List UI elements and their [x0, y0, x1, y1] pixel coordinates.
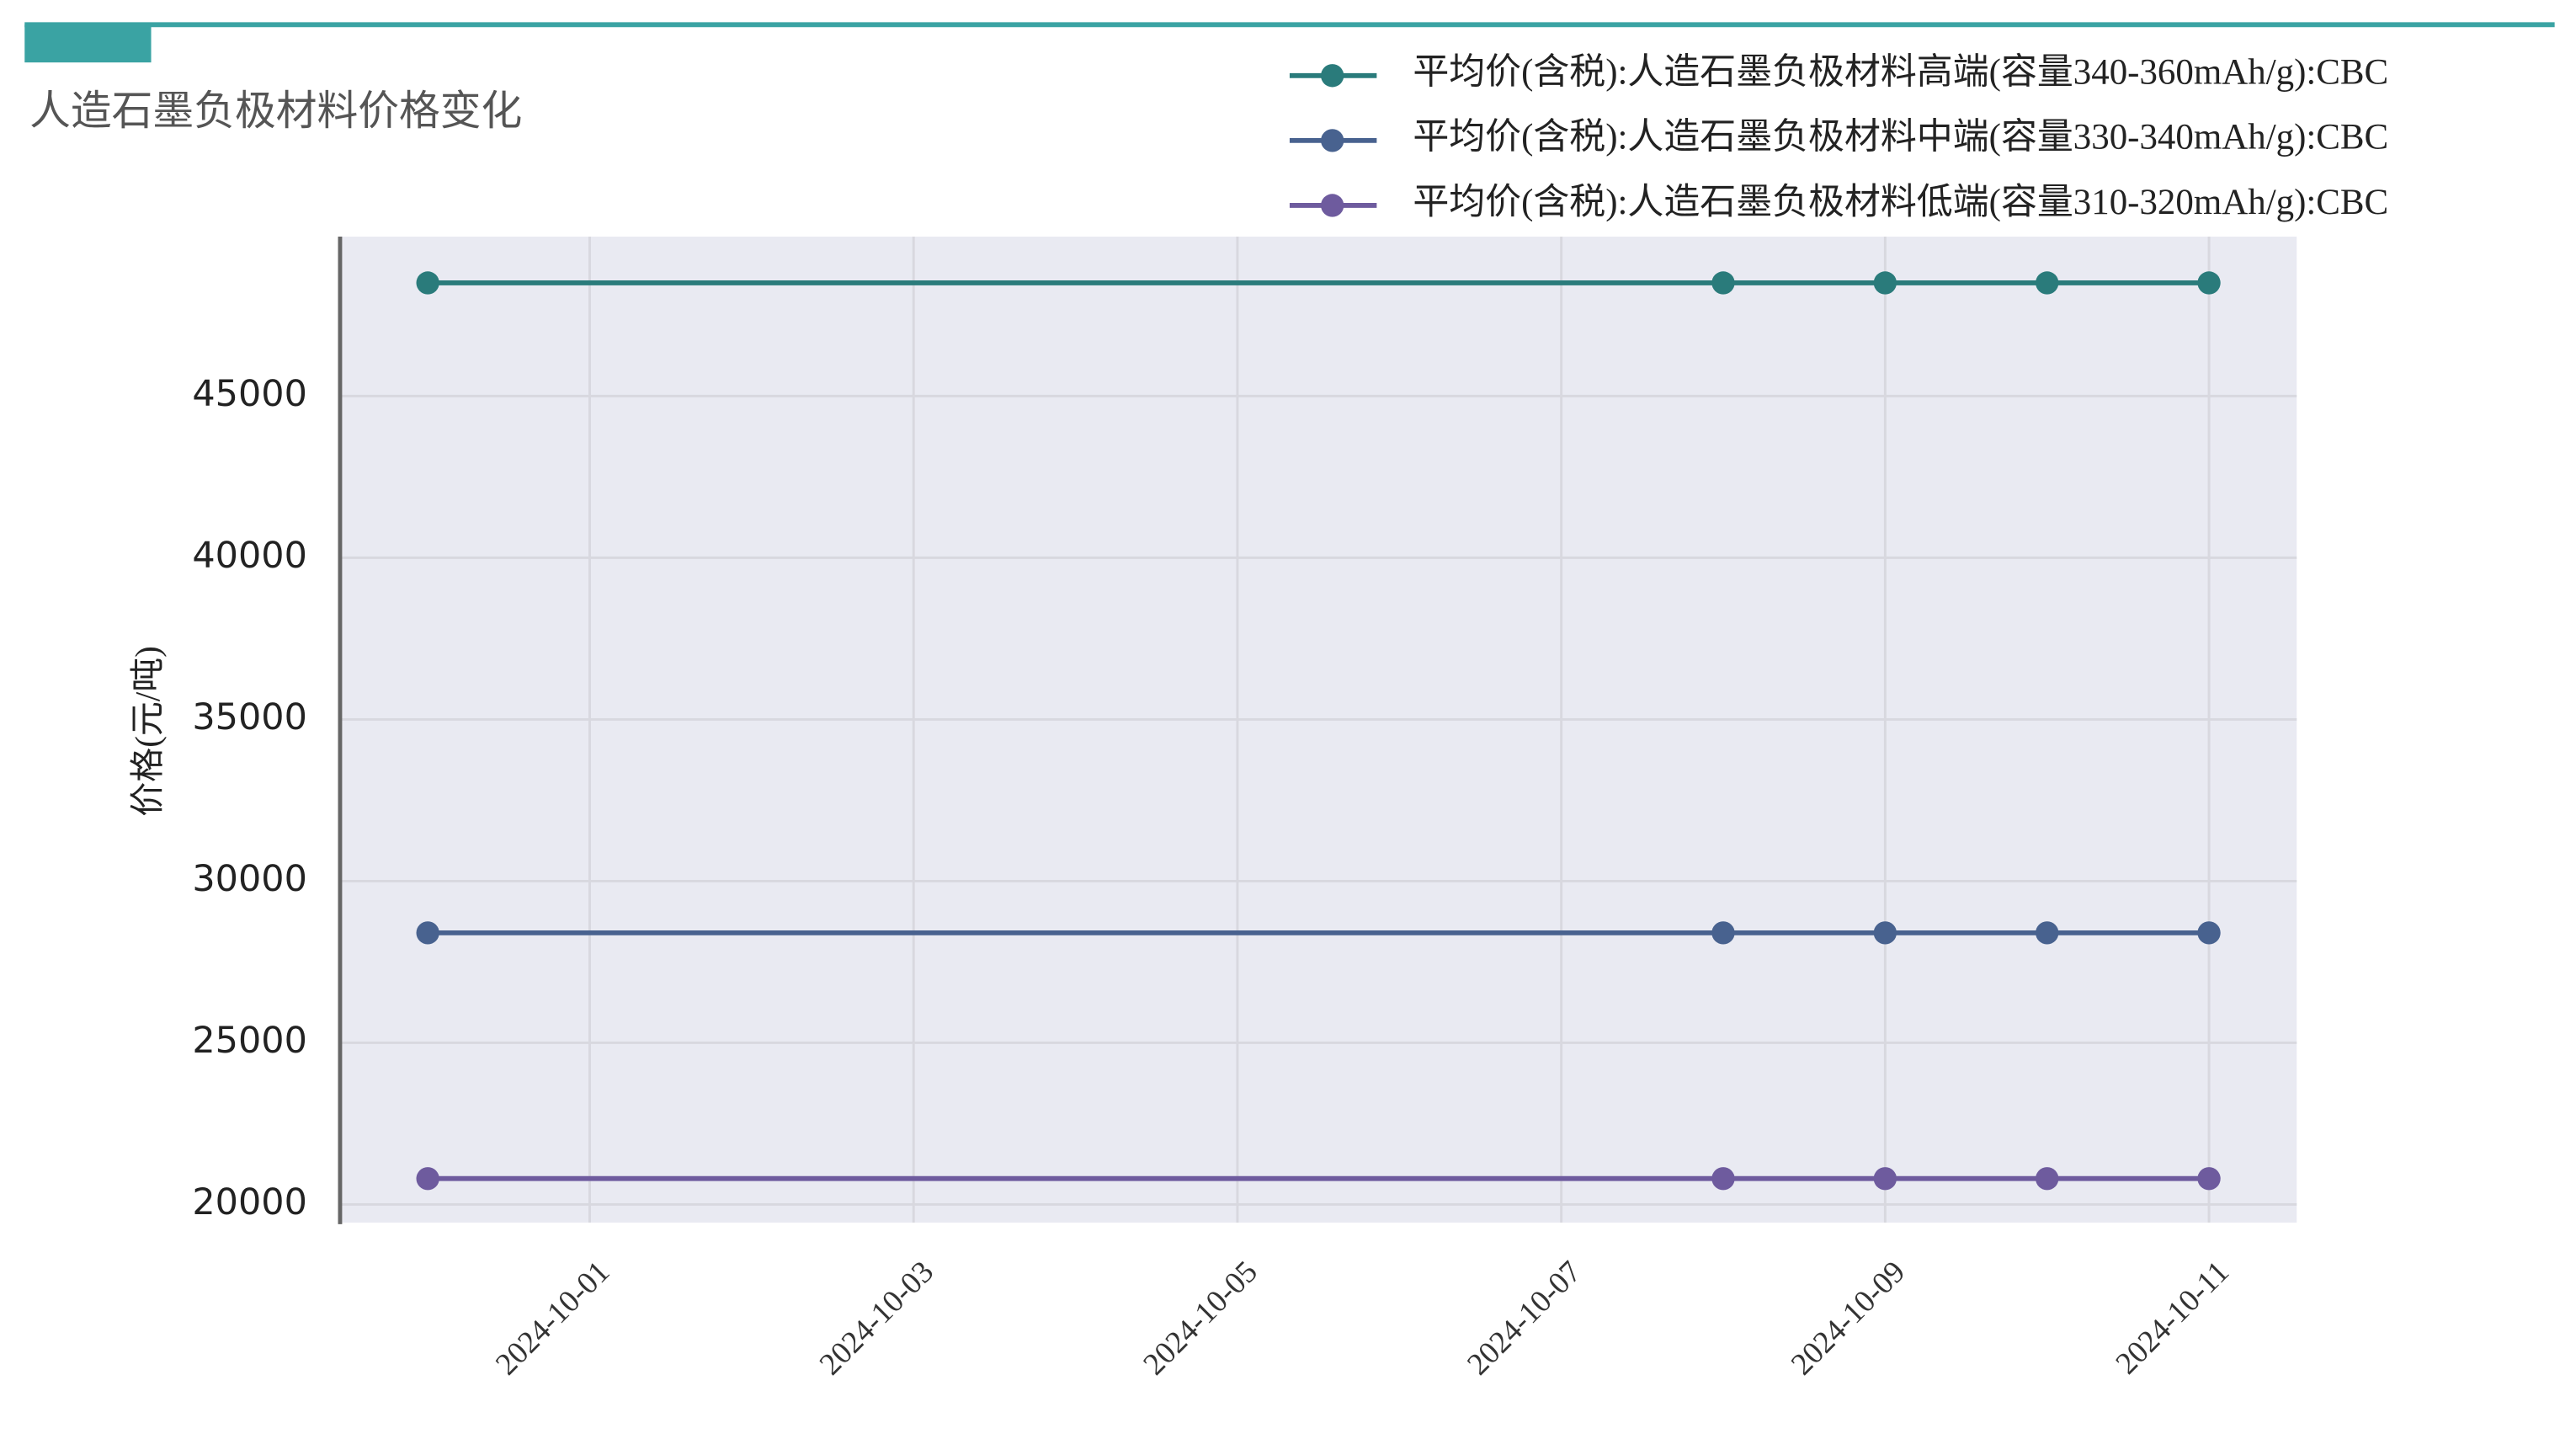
- y-axis-label: 价格(元/吨): [128, 646, 167, 817]
- x-tick-label: 2024-10-05: [1137, 1255, 1264, 1382]
- x-tick-label: 2024-10-09: [1785, 1255, 1912, 1382]
- legend-label: 平均价(含税):人造石墨负极材料低端(容量310-320mAh/g):CBC: [1413, 182, 2388, 222]
- point: [1873, 271, 1897, 295]
- legend-label: 平均价(含税):人造石墨负极材料中端(容量330-340mAh/g):CBC: [1413, 117, 2388, 157]
- y-tick-label: 45000: [192, 373, 307, 415]
- point: [2036, 1167, 2059, 1191]
- x-tick-label: 2024-10-07: [1461, 1255, 1588, 1382]
- y-tick-label: 30000: [192, 858, 307, 900]
- point: [2036, 271, 2059, 295]
- point: [416, 1167, 439, 1191]
- point: [1711, 271, 1735, 295]
- header-tab: [24, 24, 152, 63]
- point: [2197, 271, 2221, 295]
- x-tick-label: 2024-10-03: [813, 1255, 940, 1382]
- y-tick-label: 25000: [192, 1020, 307, 1062]
- point: [1711, 921, 1735, 945]
- point: [416, 921, 439, 945]
- point: [1873, 921, 1897, 945]
- chart-title: 人造石墨负极材料价格变化: [29, 88, 522, 134]
- x-tick-label: 2024-10-01: [489, 1255, 616, 1382]
- legend-label: 平均价(含税):人造石墨负极材料高端(容量340-360mAh/g):CBC: [1413, 52, 2388, 93]
- y-tick-label: 40000: [192, 535, 307, 577]
- legend-marker: [1321, 129, 1344, 152]
- point: [2197, 1167, 2221, 1191]
- point: [2036, 921, 2059, 945]
- point: [1711, 1167, 1735, 1191]
- legend-marker: [1321, 64, 1344, 88]
- point: [1873, 1167, 1897, 1191]
- x-tick-label: 2024-10-11: [2110, 1255, 2236, 1381]
- y-tick-label: 20000: [192, 1181, 307, 1223]
- y-tick-label: 35000: [192, 696, 307, 738]
- point: [2197, 921, 2221, 945]
- point: [416, 271, 439, 295]
- plot-area: [339, 237, 2297, 1223]
- legend-marker: [1321, 194, 1344, 217]
